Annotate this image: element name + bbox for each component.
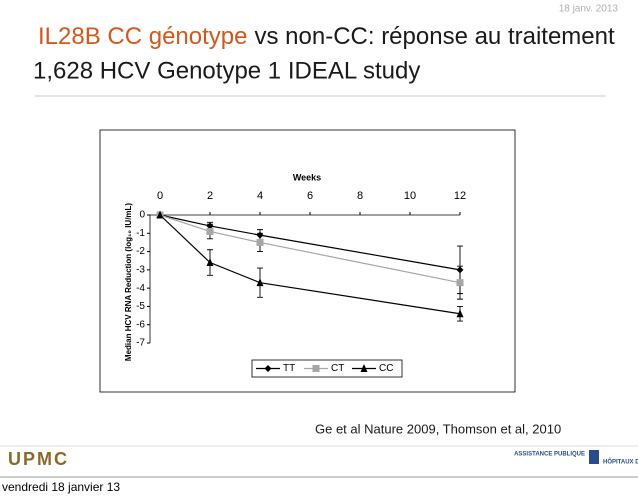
logo-right-2: HÔPITAUX DE PARIS <box>603 458 638 466</box>
x-tick-label: 4 <box>257 190 263 202</box>
legend-label: CT <box>331 363 344 374</box>
x-tick-label: 12 <box>454 190 466 202</box>
marker <box>256 238 264 246</box>
marker <box>156 210 164 219</box>
y-tick-label: -2 <box>136 246 145 257</box>
x-tick-label: 2 <box>207 190 213 202</box>
marker <box>456 279 464 287</box>
legend-label: TT <box>283 363 295 374</box>
x-axis-title: Weeks <box>293 172 321 182</box>
date: 18 janv. 2013 <box>559 4 619 15</box>
title-highlight: IL28B CC génotype <box>38 23 247 50</box>
series-line <box>159 214 461 315</box>
x-tick-label: 8 <box>357 190 363 202</box>
y-tick-label: -6 <box>136 319 145 330</box>
marker <box>264 365 272 372</box>
logo-left: UPMC <box>8 449 69 469</box>
y-tick-label: -1 <box>136 228 145 239</box>
chart-frame <box>99 129 516 393</box>
marker <box>456 309 464 318</box>
y-tick-label: 0 <box>139 210 145 221</box>
x-tick-label: 10 <box>404 190 416 202</box>
marker <box>360 364 368 372</box>
footer: vendredi 18 janvier 13 <box>2 480 120 494</box>
y-axis-title: Median HCV RNA Reduction (log₁₀ IU/mL) <box>124 203 133 362</box>
series-line <box>159 214 461 284</box>
title: IL28B CC génotype vs non-CC: réponse au t… <box>38 23 615 50</box>
y-tick-label: -4 <box>136 283 145 294</box>
x-tick-label: 0 <box>157 190 163 202</box>
title-rest: vs non-CC: réponse au traitement <box>254 23 615 50</box>
y-tick-label: -5 <box>136 301 145 312</box>
x-tick-label: 6 <box>307 190 313 202</box>
marker <box>256 278 264 287</box>
y-tick-label: -7 <box>136 338 145 349</box>
subtitle: 1,628 HCV Genotype 1 IDEAL study <box>33 57 420 84</box>
logo-shield <box>589 450 599 464</box>
y-tick-label: -3 <box>136 264 145 275</box>
logo-right: ASSISTANCE PUBLIQUE <box>514 452 585 458</box>
legend-label: CC <box>379 363 393 374</box>
citation: Ge et al Nature 2009, Thomson et al, 201… <box>315 421 561 436</box>
marker <box>312 365 320 372</box>
marker <box>206 227 214 235</box>
series-line <box>159 214 461 271</box>
marker <box>206 258 214 267</box>
